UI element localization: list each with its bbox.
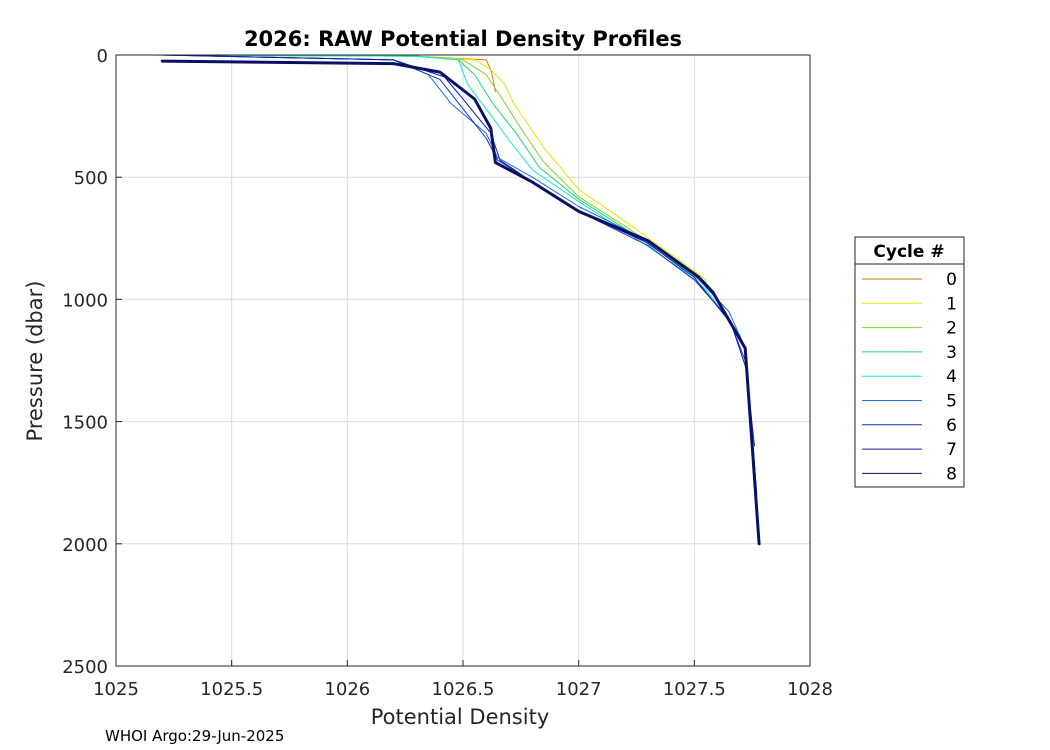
x-tick-label: 1026.5 xyxy=(432,679,495,700)
series-line-cycle-8 xyxy=(160,59,761,546)
legend-label-cycle-3: 3 xyxy=(946,343,957,363)
chart-title: 2026: RAW Potential Density Profiles xyxy=(244,27,682,51)
x-tick-label: 1028 xyxy=(787,679,833,700)
y-axis-label: Pressure (dbar) xyxy=(23,281,47,442)
y-tick-label: 1000 xyxy=(62,290,108,311)
legend-label-cycle-1: 1 xyxy=(946,294,957,314)
x-axis-label: Potential Density xyxy=(371,705,550,729)
y-tick-label: 500 xyxy=(74,168,108,189)
series-line-cycle-1 xyxy=(150,54,707,281)
x-tick-label: 1026 xyxy=(324,679,370,700)
y-tick-label: 0 xyxy=(97,46,108,67)
footer-label: WHOI Argo:29-Jun-2025 xyxy=(105,727,284,745)
legend-label-cycle-0: 0 xyxy=(946,270,957,290)
legend-items: 0 1 2 3 4 5 6 7 8 xyxy=(862,270,957,484)
series-line-cycle-4 xyxy=(150,54,742,337)
y-tick-label: 2000 xyxy=(62,535,108,556)
legend-title: Cycle # xyxy=(873,242,944,262)
x-tick-label: 1027 xyxy=(556,679,602,700)
legend-label-cycle-6: 6 xyxy=(946,416,957,436)
legend-label-cycle-4: 4 xyxy=(946,367,957,387)
legend-label-cycle-8: 8 xyxy=(946,464,957,484)
legend-label-cycle-5: 5 xyxy=(946,392,957,412)
legend-label-cycle-2: 2 xyxy=(946,319,957,339)
legend-label-cycle-7: 7 xyxy=(946,440,957,460)
legend: Cycle # 0 1 2 3 4 5 6 7 8 xyxy=(854,236,965,488)
y-ticks: 0 500 1000 1500 2000 2500 xyxy=(62,46,122,678)
x-tick-label: 1025.5 xyxy=(200,679,263,700)
plot-lines xyxy=(150,54,761,546)
x-tick-label: 1027.5 xyxy=(663,679,726,700)
y-tick-label: 1500 xyxy=(62,413,108,434)
x-tick-label: 1025 xyxy=(93,679,139,700)
y-tick-label: 2500 xyxy=(62,657,108,678)
x-ticks: 1025 1025.5 1026 1026.5 1027 1027.5 1028 xyxy=(93,660,833,700)
